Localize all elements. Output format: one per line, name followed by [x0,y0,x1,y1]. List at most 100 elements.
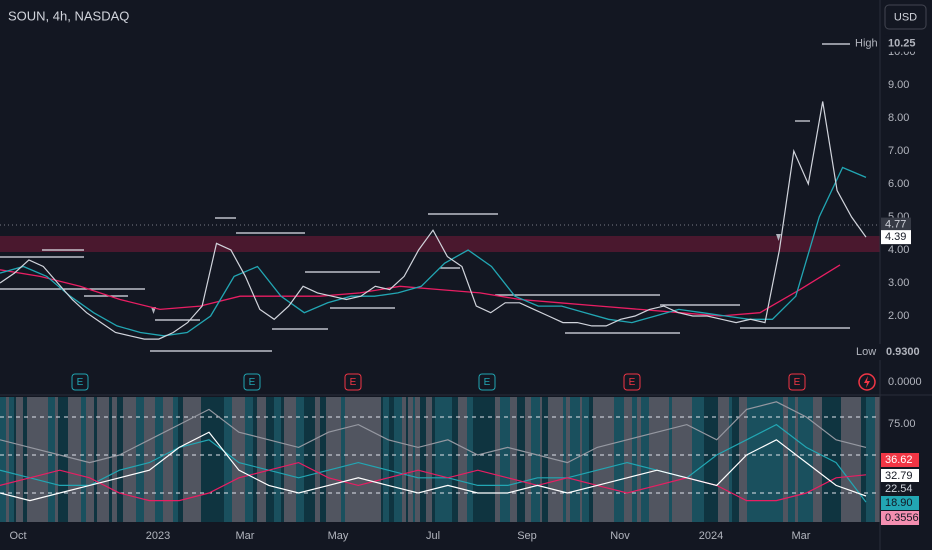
time-axis-label: Nov [610,530,630,542]
oscillator-stripe [129,397,136,522]
oscillator-stripe [103,397,109,522]
oscillator-stripe [193,397,201,522]
oscillator-stripe [86,397,94,522]
oscillator-value-tag [881,496,919,510]
oscillator-stripe [566,397,570,522]
oscillator-stripe [259,397,266,522]
earnings-badge[interactable] [478,373,496,391]
earnings-badge[interactable] [344,373,362,391]
oscillator-stripe [841,397,846,522]
oscillator-stripe [294,397,296,522]
oscillator-stripe [274,397,281,522]
currency-button[interactable] [884,4,927,30]
oscillator-stripe [94,397,97,522]
earnings-badge[interactable] [623,373,641,391]
oscillator-stripe [402,397,406,522]
oscillator-line [0,461,867,502]
oscillator-stripe [320,397,326,522]
oscillator-stripe [700,397,704,522]
earnings-badge-label[interactable]: E [77,377,84,388]
oscillator-stripe [743,397,747,522]
oscillator-stripe [766,397,770,522]
oscillator-stripe [624,397,626,522]
oscillator-stripe [555,397,563,522]
oscillator-stripe [155,397,163,522]
earnings-badge[interactable] [788,373,806,391]
time-axis-label: Mar [236,530,255,542]
fast-moving-average [0,166,867,337]
oscillator-stripe [40,397,48,522]
currency-label[interactable]: USD [894,11,917,23]
oscillator-stripe [626,397,632,522]
support-lines [0,43,850,352]
oscillator-stripe [68,397,71,522]
lightning-icon[interactable] [858,373,876,391]
last-price-tag [881,217,911,232]
oscillator-stripe [692,397,700,522]
high-label: High [855,38,878,50]
earnings-badge[interactable] [243,373,261,391]
oscillator-stripe [144,397,147,522]
low-label: Low [856,346,876,358]
price-tick-label: 3.00 [888,277,909,289]
oscillator-stripe [189,397,193,522]
oscillator-stripe [442,397,452,522]
oscillator-stripe [394,397,402,522]
oscillator-value-tag [881,469,919,483]
time-axis-label: 2024 [699,530,723,542]
earnings-badge[interactable] [71,373,89,391]
lightning-bolt [864,376,870,388]
oscillator-stripe [109,397,112,522]
oscillator-stripe [426,397,432,522]
low-label-bg [852,344,922,360]
earnings-badge-label[interactable]: E [249,377,256,388]
time-axis-label: Oct [9,530,26,542]
earnings-badge-label[interactable]: E [629,377,636,388]
oscillator-stripe [435,397,442,522]
oscillator-stripe [341,397,345,522]
last-price-label: 4.39 [885,231,906,243]
oscillator-stripe [9,397,14,522]
oscillator-stripe [773,397,783,522]
oscillator-stripe [510,397,517,522]
oscillator-stripe [770,397,773,522]
oscillator-stripe [672,397,681,522]
earnings-badge-label[interactable]: E [794,377,801,388]
oscillator-stripe [238,397,242,522]
price-line [0,101,867,340]
low-value: 0.9300 [886,346,920,358]
oscillator-stripe [360,397,363,522]
oscillator-stripe [112,397,117,522]
oscillator-stripe [593,397,600,522]
oscillator-stripe [406,397,408,522]
oscillator-stripe [432,397,435,522]
oscillator-stripe [664,397,669,522]
slow-moving-average [0,264,841,317]
oscillator-stripe [257,397,259,522]
oscillator-stripe [467,397,473,522]
oscillator-value-label: 36.62 [885,454,913,466]
oscillator-stripe [548,397,555,522]
oscillator-stripe [0,397,6,522]
oscillator-value-label: 22.54 [885,483,913,495]
earnings-badge-label[interactable]: E [484,377,491,388]
oscillator-value-tag [881,453,919,467]
oscillator-stripe [473,397,482,522]
oscillator-stripe [822,397,827,522]
oscillator-stripe [296,397,304,522]
oscillator-value-label: 0.3556 [885,512,919,524]
oscillator-stripe [835,397,841,522]
last-price-label: 4.77 [885,218,906,230]
oscillator-stripe [147,397,153,522]
oscillator-stripe [6,397,9,522]
oscillator-stripe [201,397,205,522]
oscillator-stripe [27,397,34,522]
oscillator-stripe [245,397,253,522]
oscillator-stripe [495,397,500,522]
oscillator-stripe [525,397,531,522]
oscillator-value-tag [881,482,919,496]
earnings-badge-label[interactable]: E [350,377,357,388]
oscillator-stripe [123,397,129,522]
oscillator-stripe [452,397,458,522]
oscillator-stripe [281,397,284,522]
